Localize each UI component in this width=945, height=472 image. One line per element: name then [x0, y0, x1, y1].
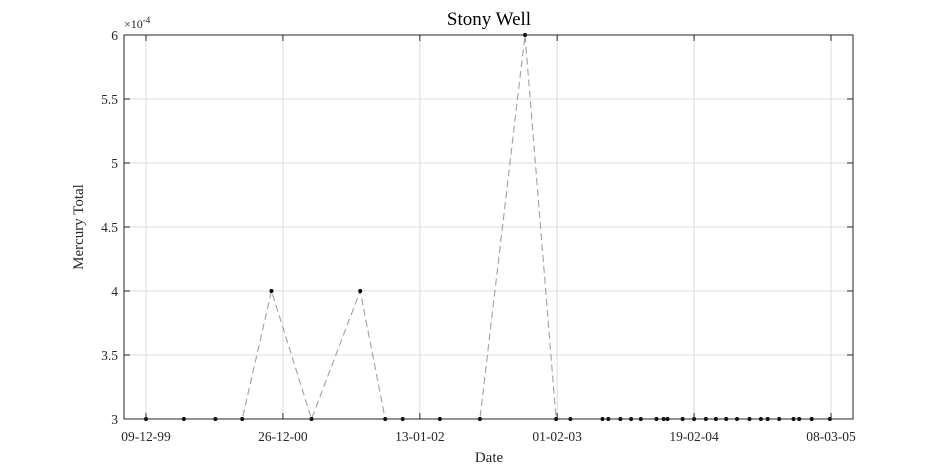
grid-layer — [124, 35, 853, 419]
chart-title: Stony Well — [447, 9, 531, 30]
x-tick-label: 19-02-04 — [669, 429, 719, 444]
y-exponent-base: ×10 — [124, 17, 143, 31]
y-exponent-power: -4 — [143, 15, 151, 25]
data-point — [269, 289, 274, 293]
y-exponent-label: ×10-4 — [124, 15, 151, 31]
y-tick-label: 4 — [111, 284, 118, 299]
y-tick-label: 4.5 — [101, 220, 118, 235]
x-tick-label: 01-02-03 — [532, 429, 582, 444]
y-tick-label: 6 — [111, 28, 118, 43]
x-tick-label: 13-01-02 — [395, 429, 445, 444]
x-tick-label: 26-12-00 — [258, 429, 308, 444]
y-tick-label: 5.5 — [101, 92, 118, 107]
y-tick-label: 5 — [111, 156, 118, 171]
y-tick-label: 3 — [111, 412, 118, 427]
data-point — [358, 289, 363, 293]
x-tick-label: 09-12-99 — [121, 429, 171, 444]
y-tick-label: 3.5 — [101, 348, 118, 363]
tick-layer: 3 3.5 4 4.5 5 5.5 6 09-12-99 26-12-00 13-01-02 01-… — [101, 28, 856, 444]
x-axis-label: Date — [475, 450, 504, 466]
x-tick-label: 08-03-05 — [806, 429, 856, 444]
y-axis-label: Mercury Total — [71, 184, 87, 270]
